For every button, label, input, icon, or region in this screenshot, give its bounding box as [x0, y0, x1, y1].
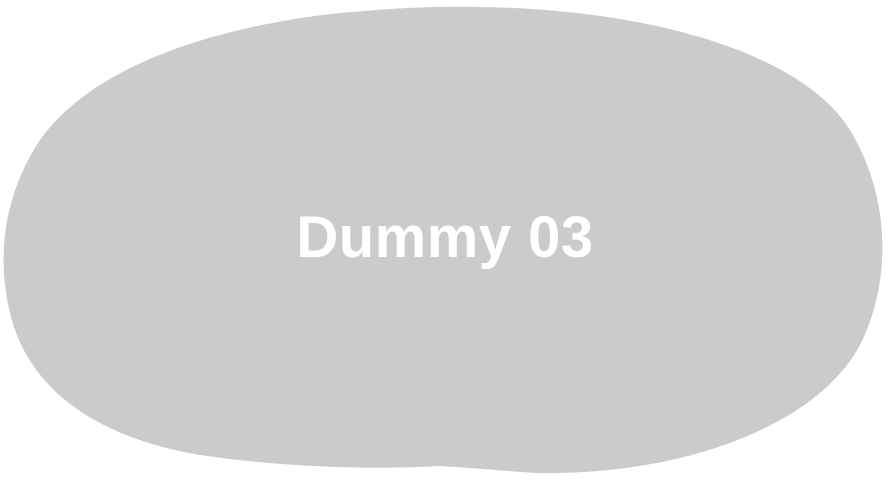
blob-shape — [3, 6, 883, 474]
